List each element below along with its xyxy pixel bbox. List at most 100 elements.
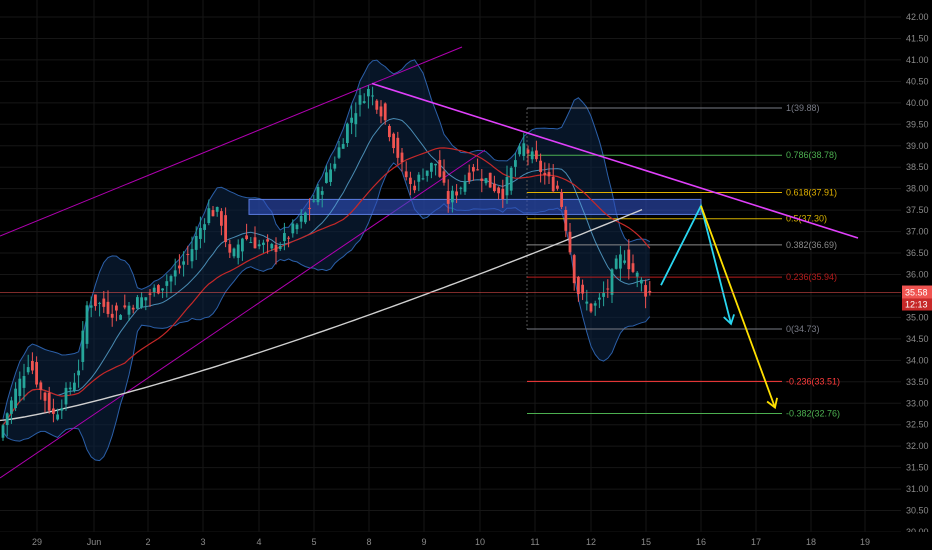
candle-body <box>480 178 484 181</box>
candle-body <box>144 297 148 301</box>
candle-body <box>73 382 76 391</box>
candle-body <box>119 315 122 320</box>
candle-body <box>1 425 5 438</box>
countdown-label: 12:13 <box>905 300 928 310</box>
candle-body <box>18 378 22 397</box>
candle-body <box>438 160 442 177</box>
candle-body <box>182 261 185 265</box>
candle-body <box>518 146 521 155</box>
candle-body <box>476 169 479 171</box>
x-tick-label: 10 <box>475 537 485 547</box>
candle-body <box>312 200 316 202</box>
y-tick-label: 33.00 <box>906 398 929 408</box>
fib-level-label: -0.236(33.51) <box>786 376 840 386</box>
candle-body <box>543 172 547 175</box>
y-tick-label: 39.50 <box>906 119 929 129</box>
candle-body <box>547 172 551 177</box>
candle-body <box>43 392 47 401</box>
fib-level-label: 0.618(37.91) <box>786 188 837 198</box>
fib-level-label: -0.382(32.76) <box>786 409 840 419</box>
candle-body <box>442 171 446 183</box>
x-tick-label: 29 <box>32 537 42 547</box>
candle-body <box>77 370 80 376</box>
candle-body <box>610 269 614 295</box>
candle-body <box>497 187 500 194</box>
candle-body <box>577 276 580 294</box>
candle-body <box>245 235 248 240</box>
current-price-label: 35.58 <box>905 288 928 298</box>
fib-level-label: 0.382(36.69) <box>786 240 837 250</box>
candle-body <box>291 223 295 234</box>
candlesticks <box>1 85 652 441</box>
candle-body <box>505 176 509 196</box>
y-tick-label: 33.50 <box>906 377 929 387</box>
y-tick-label: 42.00 <box>906 12 929 22</box>
candle-body <box>467 172 471 181</box>
candle-body <box>375 100 379 110</box>
candle-body <box>64 387 68 405</box>
descending-trendline[interactable] <box>371 82 859 239</box>
candle-body <box>148 293 152 295</box>
price-axis[interactable]: 42.00 41.50 41.00 40.50 40.00 39.50 39.00 38.50… <box>901 0 932 550</box>
candle-body <box>115 305 118 311</box>
candle-body <box>421 178 425 180</box>
candle-body <box>572 255 576 284</box>
candle-body <box>501 188 505 200</box>
candle-body <box>190 249 194 262</box>
candle-body <box>278 246 282 249</box>
candle-body <box>47 392 51 411</box>
candle-body <box>371 95 374 97</box>
countdown-tag <box>902 298 932 311</box>
candle-body <box>606 288 610 290</box>
fib-level-label: 1(39.88) <box>786 103 820 113</box>
candle-body <box>127 305 131 315</box>
cyan-projection <box>660 203 732 325</box>
candle-body <box>22 376 26 388</box>
candle-body <box>249 242 253 244</box>
candle-body <box>530 151 534 160</box>
candle-body <box>270 243 274 249</box>
candle-body <box>186 253 190 255</box>
candle-body <box>522 143 526 157</box>
candle-body <box>31 360 34 371</box>
candle-body <box>463 181 467 192</box>
x-tick-label: 17 <box>751 537 761 547</box>
candle-body <box>203 224 206 230</box>
candle-body <box>635 272 639 277</box>
candle-body <box>308 207 311 209</box>
candle-body <box>173 270 177 277</box>
candle-body <box>287 237 290 239</box>
candle-body <box>514 160 517 167</box>
ma-mid <box>2 147 651 426</box>
candle-body <box>585 301 589 304</box>
y-tick-label: 36.50 <box>906 248 929 258</box>
candle-body <box>589 303 593 312</box>
candle-body <box>207 208 211 224</box>
projection-arrows[interactable] <box>660 203 778 410</box>
candle-body <box>425 170 429 176</box>
fibonacci-retracement[interactable]: 1(39.88) 0.786(38.78) 0.618(37.91) 0.5(37.3… <box>526 103 840 419</box>
bollinger-fill <box>3 59 650 461</box>
candle-body <box>85 305 89 344</box>
fib-level-label: 0.236(35.94) <box>786 272 837 282</box>
candle-body <box>388 125 391 138</box>
candle-body <box>488 172 492 188</box>
candle-body <box>106 301 110 314</box>
candle-body <box>409 177 412 185</box>
candle-body <box>362 101 366 103</box>
y-tick-label: 39.00 <box>906 141 929 151</box>
x-tick-label: 9 <box>421 537 426 547</box>
candle-body <box>89 305 93 308</box>
candle-body <box>350 117 353 123</box>
candle-body <box>354 113 358 125</box>
candle-body <box>337 147 341 158</box>
candle-body <box>417 174 421 182</box>
candle-body <box>253 237 257 249</box>
candle-body <box>56 414 59 420</box>
time-axis[interactable]: 29 Jun 2 3 4 5 8 9 10 11 12 15 16 17 18 19 <box>0 532 932 550</box>
candle-body <box>367 88 370 97</box>
candle-body <box>68 387 72 390</box>
y-tick-label: 38.50 <box>906 162 929 172</box>
candle-body <box>224 215 227 243</box>
